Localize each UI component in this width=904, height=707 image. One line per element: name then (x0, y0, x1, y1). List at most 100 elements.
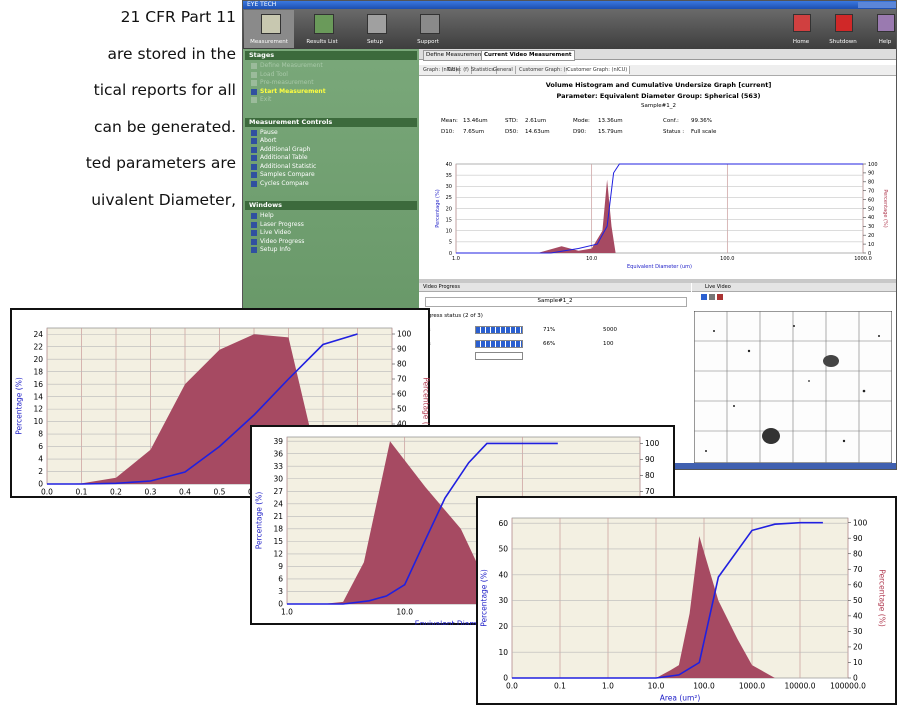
x-tick-label: 10.0 (648, 682, 665, 691)
toolbar-button[interactable]: Home (783, 39, 819, 45)
x-tick-label: 1.0 (281, 608, 293, 617)
panel-icon (251, 147, 257, 153)
panel-icon (251, 213, 257, 219)
stat-text: Conf.: (663, 118, 679, 124)
y-tick-label: 27 (273, 487, 283, 496)
panel-icon (251, 172, 257, 178)
y-tick-label: 6 (278, 575, 283, 584)
stat-text: Full scale (691, 129, 716, 135)
progress-bar (475, 326, 523, 334)
x-tick-label: 1.0 (452, 256, 460, 262)
toolbar-button[interactable]: Setup (353, 39, 397, 45)
y2-tick-label: 50 (397, 405, 407, 414)
panel-item[interactable]: Live Video (260, 229, 291, 237)
x-tick-label: 1000.0 (854, 256, 872, 262)
stat-text: 7.65um (463, 129, 484, 135)
panel-item[interactable]: Setup Info (260, 246, 291, 254)
panel-title: Windows (249, 201, 282, 210)
y2-tick-label: 100 (868, 162, 878, 168)
subtab[interactable]: Table: (f) (447, 66, 472, 74)
y2-tick-label: 80 (868, 180, 874, 186)
toolbar-button[interactable]: Help (867, 39, 897, 45)
y2-tick-label: 20 (853, 643, 863, 652)
y2-tick-label: 10 (868, 242, 874, 248)
panel-icon (251, 138, 257, 144)
y-tick-label: 12 (273, 550, 283, 559)
y2-axis-label: Percentage (%) (882, 189, 888, 227)
x-tick-label: 0.0 (41, 488, 53, 497)
x-tick-label: 1.0 (602, 682, 614, 691)
y2-tick-label: 40 (853, 611, 863, 620)
panel-item[interactable]: Load Tool (260, 71, 288, 79)
y-tick-label: 35 (446, 173, 452, 179)
panel-icon (251, 164, 257, 170)
plot-area (512, 518, 848, 678)
panel-icon (251, 181, 257, 187)
y-tick-label: 40 (498, 570, 508, 579)
x-tick-label: 10.0 (396, 608, 413, 617)
y-tick-label: 0 (38, 480, 43, 489)
panel-item[interactable]: Additional Table (260, 154, 308, 162)
panel-item[interactable]: Video Progress (260, 238, 304, 246)
panel-item[interactable]: Laser Progress (260, 221, 304, 229)
panel-item[interactable]: Additional Graph (260, 146, 310, 154)
panel-item[interactable]: Pause (260, 129, 278, 137)
panel-item[interactable]: Additional Statistic (260, 163, 316, 171)
panel-title: Measurement Controls (249, 118, 332, 127)
y-tick-label: 6 (38, 442, 43, 451)
panel-icon (251, 89, 257, 95)
y2-tick-label: 70 (397, 375, 407, 384)
y-tick-label: 20 (33, 355, 43, 364)
y-tick-label: 0 (503, 674, 508, 683)
toolbar-button[interactable]: Results List (300, 39, 344, 45)
panel-item[interactable]: Cycles Compare (260, 180, 309, 188)
y2-tick-label: 90 (397, 345, 407, 354)
progress-count: 5000 (603, 327, 617, 333)
toolbar-button[interactable]: Support (406, 39, 450, 45)
panel-item[interactable]: Exit (260, 96, 271, 104)
y2-tick-label: 90 (645, 455, 655, 464)
tab[interactable]: Current Video Measurement (481, 50, 575, 61)
x-tick-label: 0.5 (214, 488, 226, 497)
panel-item[interactable]: Samples Compare (260, 171, 315, 179)
window-title: EYE TECH (247, 1, 276, 9)
chart: 1.010.0100.01000.00510152025303540010203… (421, 151, 896, 276)
x-tick-label: 0.0 (506, 682, 518, 691)
subtab[interactable]: Customer Graph: (nICU) (567, 66, 630, 74)
y-axis-label: Percentage (%) (15, 377, 24, 435)
y-tick-label: 30 (446, 184, 452, 190)
pane-title: Live Video (705, 283, 731, 291)
toolbar-button[interactable]: Measurement (247, 39, 291, 45)
panel-icon (251, 155, 257, 161)
panel-icon (251, 63, 257, 69)
panel-icon (251, 222, 257, 228)
stat-text: 99.36% (691, 118, 712, 124)
graph-parameter: Parameter: Equivalent Diameter Group: Sp… (419, 92, 897, 100)
page: EYE TECH Measurement Results List Setup Supp… (0, 0, 904, 707)
subtab[interactable]: General (493, 66, 516, 74)
intro-text-line: 21 CFR Part 11 (121, 8, 236, 26)
x-tick-label: 1000.0 (739, 682, 765, 691)
toolbar-button[interactable]: Shutdown (825, 39, 861, 45)
x-tick-label: 0.4 (179, 488, 191, 497)
y2-tick-label: 70 (645, 487, 655, 496)
stat-text: 2.61um (525, 118, 546, 124)
y-tick-label: 24 (33, 330, 43, 339)
x-tick-label: 0.1 (554, 682, 566, 691)
panel-item[interactable]: Define Measurement (260, 62, 323, 70)
y-tick-label: 16 (33, 380, 43, 389)
x-axis-label: Equivalent Diameter (um) (627, 264, 692, 270)
y2-tick-label: 60 (397, 390, 407, 399)
y-tick-label: 15 (446, 217, 452, 223)
y-tick-label: 4 (38, 455, 43, 464)
panel-item[interactable]: Start Measurement (260, 88, 326, 96)
y-tick-label: 3 (278, 587, 283, 596)
tab[interactable]: Define Measurement (423, 50, 486, 61)
y-tick-label: 25 (446, 195, 452, 201)
panel-item[interactable]: Abort (260, 137, 276, 145)
y-tick-label: 10 (33, 417, 43, 426)
panel-item[interactable]: Help (260, 212, 274, 220)
x-tick-label: 100000.0 (830, 682, 866, 691)
panel-item[interactable]: Pre-measurement (260, 79, 314, 87)
y2-tick-label: 10 (853, 658, 863, 667)
